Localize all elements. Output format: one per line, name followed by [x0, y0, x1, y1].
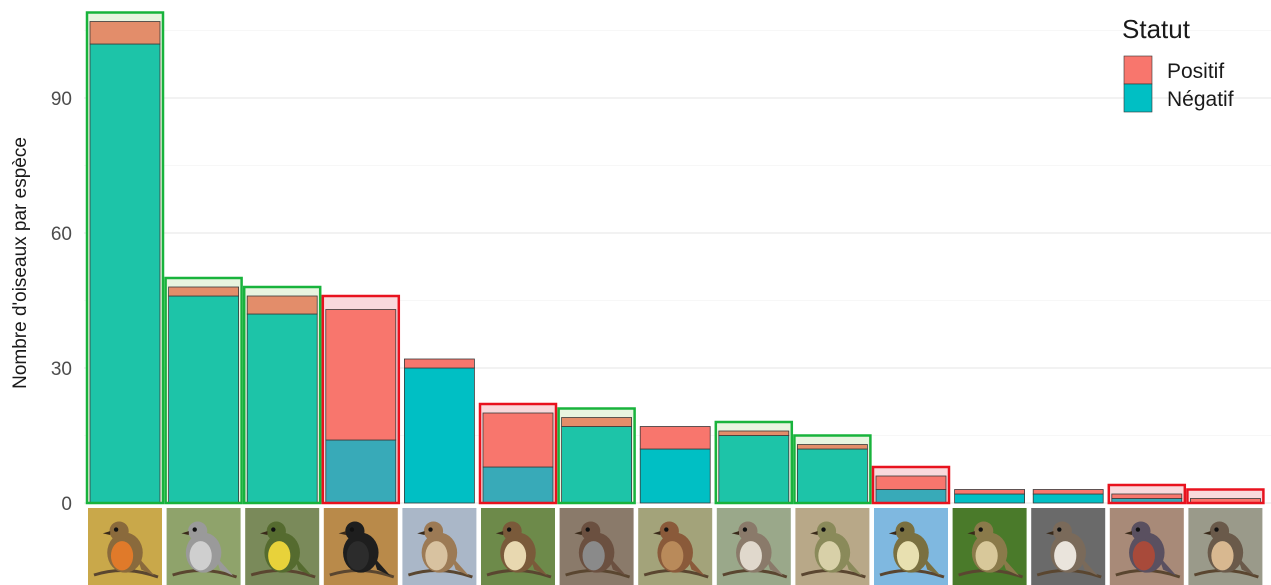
species-thumbnails [88, 508, 1263, 585]
bar-positif [403, 358, 475, 369]
y-axis-ticks: 0 30 60 90 [51, 89, 72, 515]
bar-negatif [403, 367, 475, 504]
legend-title: Statut [1122, 14, 1191, 44]
bar-positif [561, 417, 632, 427]
bar-positif [168, 286, 240, 297]
bar-negatif [718, 435, 790, 504]
highlight-frame [164, 276, 243, 505]
robin-icon [88, 508, 162, 585]
highlight-frame [1186, 488, 1265, 505]
y-tick-label: 0 [61, 494, 72, 515]
highlight-frame [557, 407, 636, 505]
bar-group-sp11 [871, 465, 951, 505]
legend-swatch-negatif [1123, 83, 1153, 113]
legend-label-positif: Positif [1167, 60, 1224, 83]
bar-group-sp07 [557, 407, 636, 505]
bar-negatif [89, 43, 161, 504]
highlight-frame [321, 294, 401, 505]
highlight-frame [714, 420, 794, 505]
bar-positif [875, 475, 947, 490]
bar-positif [246, 295, 318, 315]
chiffchaff-icon [795, 508, 870, 585]
bar-group-sp14 [1107, 483, 1187, 505]
bar-group-sp13 [1032, 489, 1104, 504]
y-tick-label: 30 [51, 359, 72, 380]
wren-icon [638, 508, 713, 585]
whitethroat-icon [716, 508, 791, 585]
reed-warbler-icon [952, 508, 1027, 585]
bar-negatif [246, 313, 318, 504]
bar-positif [1032, 489, 1104, 495]
bar-positif [89, 21, 161, 45]
lesser-whitethroat-icon [1031, 508, 1106, 585]
highlight-frame [793, 434, 872, 505]
highlight-frame [85, 11, 165, 505]
nightingale-icon [402, 508, 477, 585]
bar-group-sp08 [639, 426, 711, 504]
highlight-frame [242, 285, 322, 505]
bar-group-sp04 [321, 294, 401, 505]
great-tit-icon [245, 508, 320, 585]
bar-negatif [639, 448, 711, 504]
bar-group-sp10 [793, 434, 872, 505]
bar-negatif [168, 295, 240, 504]
bar-positif [1111, 493, 1183, 499]
bar-negatif [954, 493, 1025, 504]
bar-negatif [325, 439, 397, 504]
bar-group-sp05 [403, 358, 475, 504]
bar-positif [797, 444, 868, 450]
bar-group-sp02 [164, 276, 243, 505]
bar-group-sp01 [85, 11, 165, 505]
bar-group-sp15 [1186, 488, 1265, 505]
bar-positif [639, 426, 711, 450]
bar-negatif [875, 489, 947, 504]
blackcap-icon [166, 508, 241, 585]
bar-positif [325, 309, 397, 441]
bar-negatif [482, 466, 554, 504]
tree-pipit-icon [874, 508, 948, 585]
bars [85, 11, 1265, 505]
bar-positif [954, 489, 1025, 495]
y-tick-label: 60 [51, 224, 72, 245]
y-tick-label: 90 [51, 89, 72, 110]
y-axis-title: Nombre d'oiseaux par espèce [10, 137, 31, 389]
bar-positif [718, 430, 790, 436]
highlight-frame [478, 402, 558, 505]
bar-negatif [797, 448, 868, 504]
song-thrush-icon [481, 508, 555, 585]
bar-negatif [1032, 493, 1104, 504]
legend: Statut Positif Négatif [1122, 14, 1234, 113]
dartford-warbler-icon [1109, 508, 1184, 585]
dunnock-icon [559, 508, 634, 585]
bar-positif [482, 412, 554, 468]
highlight-frame [871, 465, 951, 505]
bar-negatif [561, 426, 632, 504]
legend-swatch-positif [1123, 55, 1153, 85]
bar-group-sp09 [714, 420, 794, 505]
highlight-frame [1107, 483, 1187, 505]
fieldfare-icon [1188, 508, 1263, 585]
bar-group-sp03 [242, 285, 322, 505]
legend-label-negatif: Négatif [1167, 88, 1234, 111]
bar-group-sp12 [954, 489, 1025, 504]
blackbird-icon [323, 508, 398, 585]
bar-group-sp06 [478, 402, 558, 505]
